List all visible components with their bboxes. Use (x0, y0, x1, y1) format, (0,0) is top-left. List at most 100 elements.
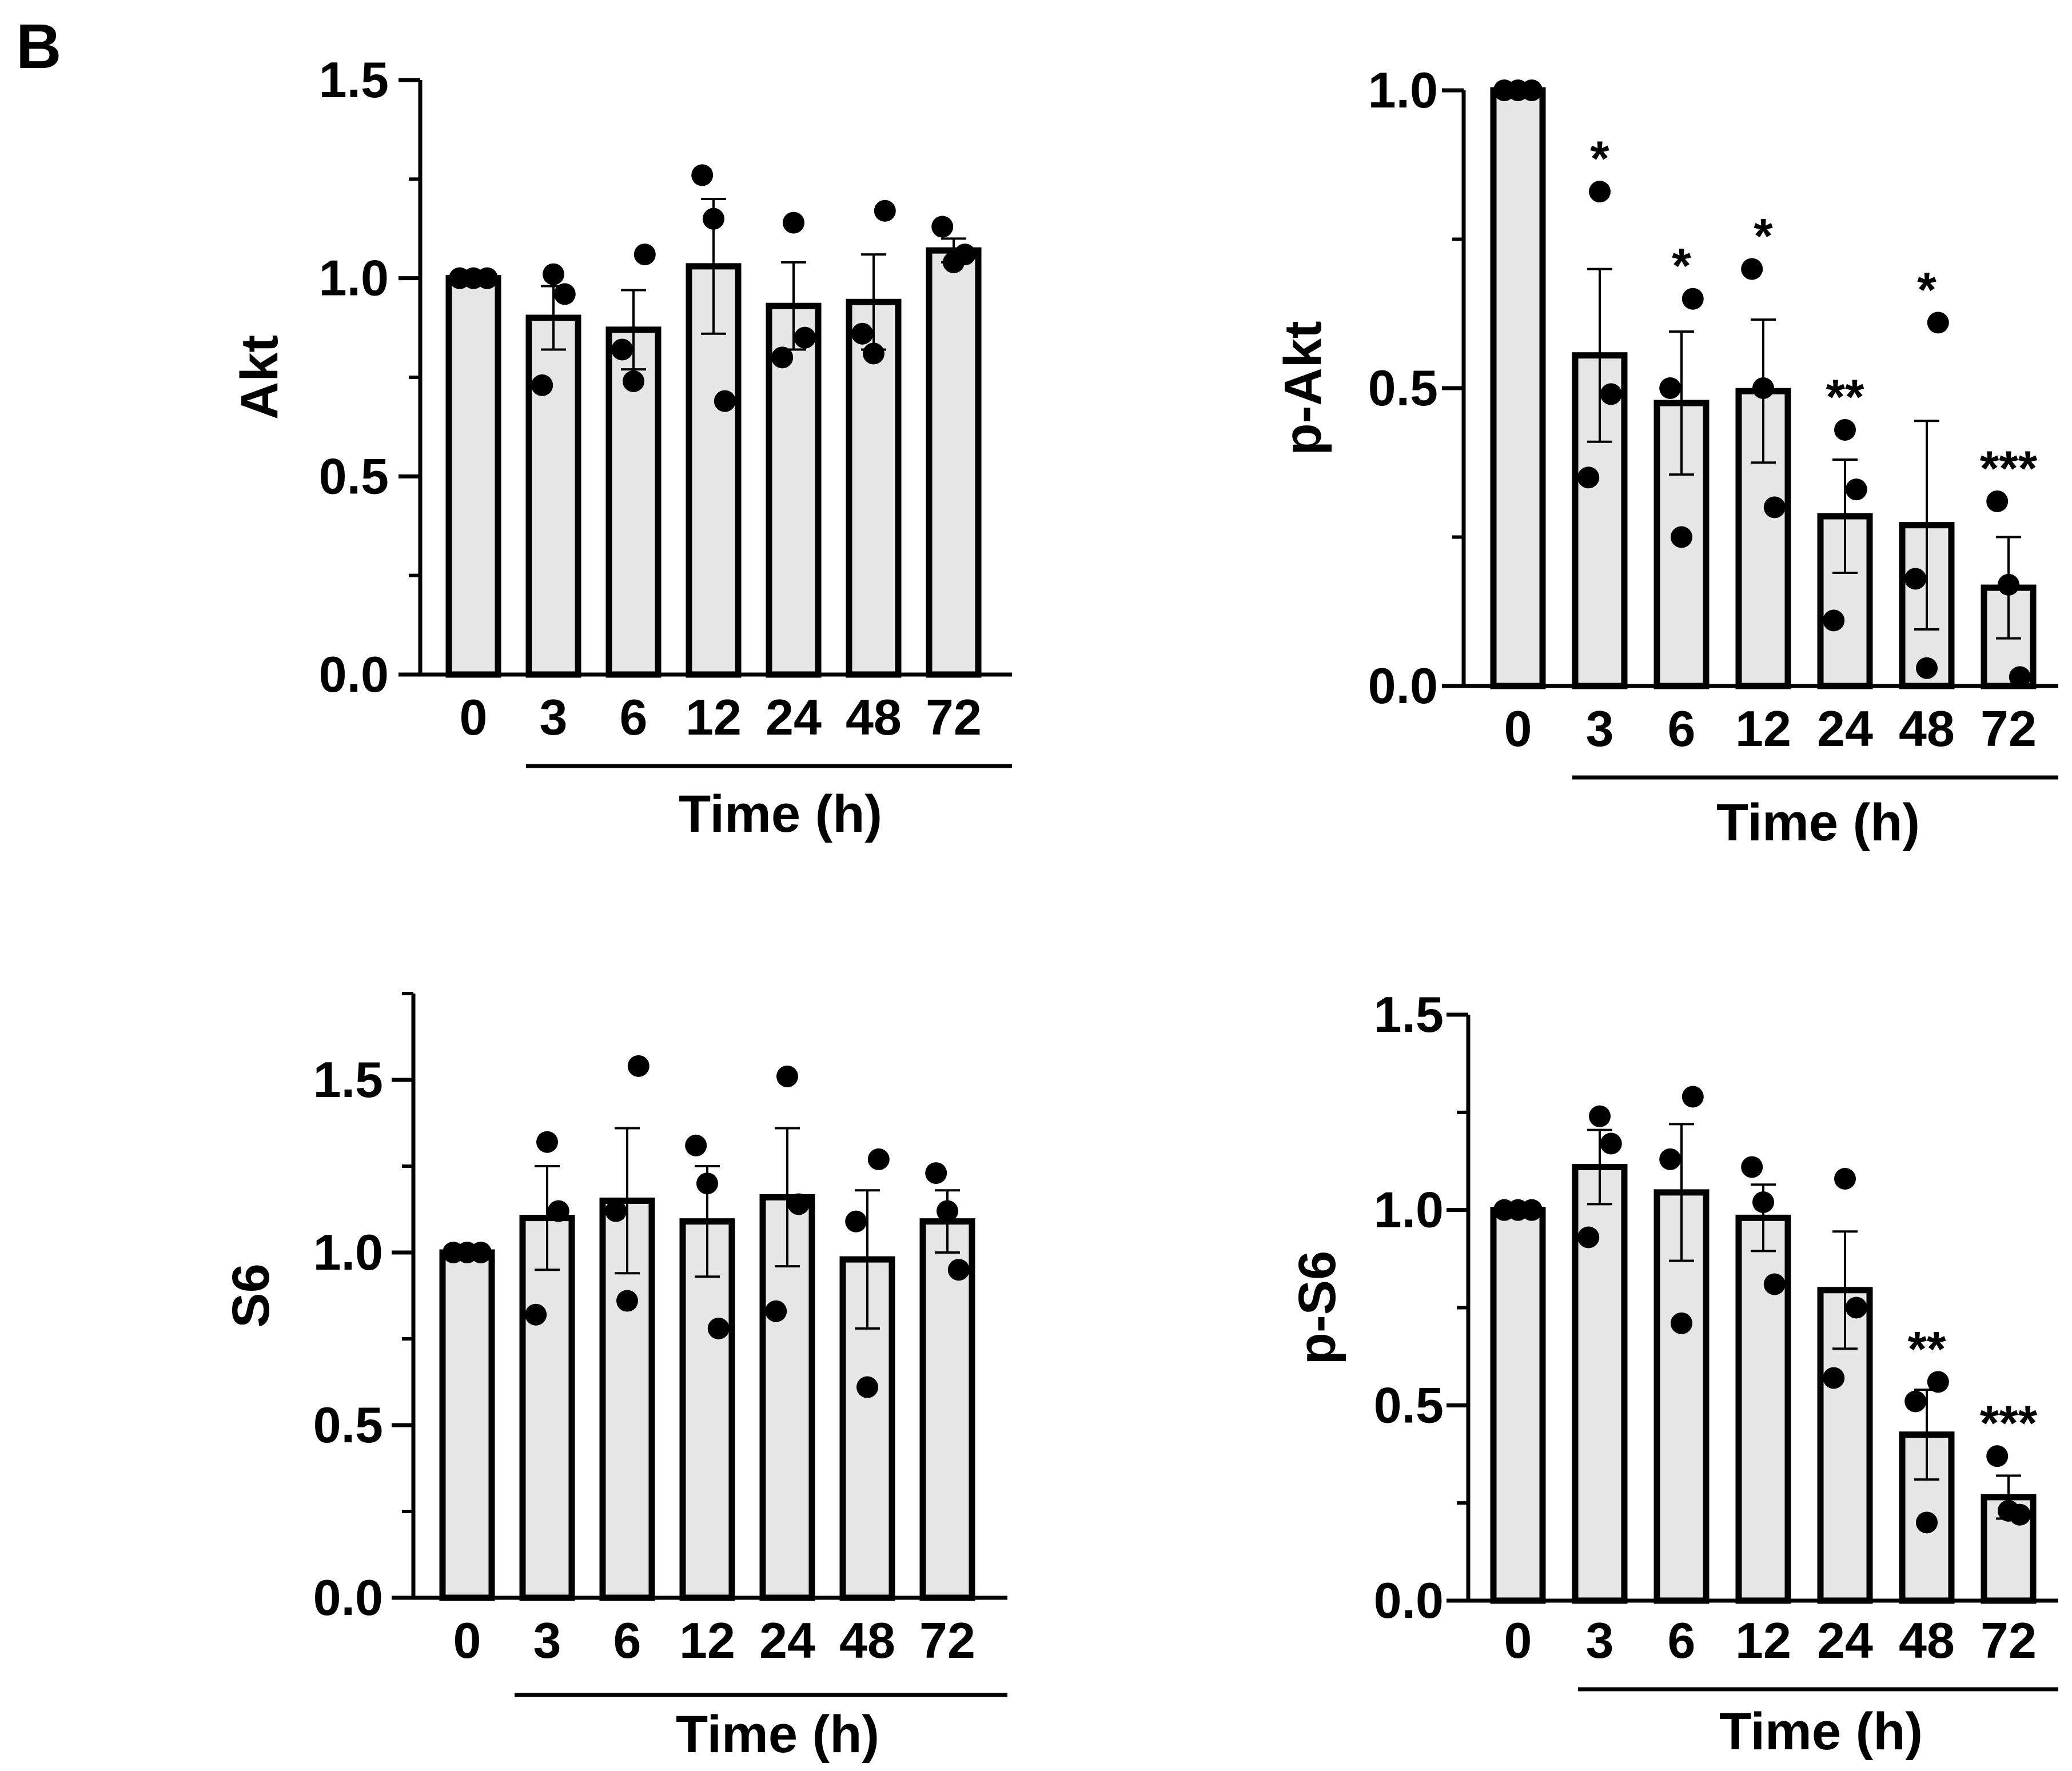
data-point (1845, 1297, 1867, 1319)
chart-panel-p-akt: 0.0 0.5 1.0 p-Akt 0 * 3 * 6 * 12 ** 24 * 48 *** 72 Time (… (1274, 62, 2058, 852)
bar-12h (686, 263, 742, 678)
data-point (1752, 1191, 1774, 1213)
x-tick-label: 48 (846, 689, 902, 745)
data-point (1589, 181, 1611, 203)
y-tick-label: 0.0 (1368, 657, 1438, 714)
data-point (2009, 1503, 2031, 1526)
x-tick-label: 0 (453, 1612, 481, 1669)
data-point (553, 283, 576, 305)
y-tick-label: 0.0 (319, 646, 389, 703)
data-point (703, 208, 724, 230)
x-tick-label: 0 (1504, 1612, 1532, 1669)
data-point (867, 1148, 890, 1170)
bar-3h (525, 314, 581, 678)
x-tick-label: 72 (1981, 700, 2037, 757)
bar-72h (926, 247, 982, 678)
data-point (1521, 79, 1543, 101)
data-point (1986, 490, 2009, 512)
data-point (1741, 258, 1763, 280)
data-point (627, 1055, 650, 1077)
x-tick-label: 48 (839, 1612, 895, 1669)
data-point (794, 326, 816, 349)
significance-marker: ** (1908, 1322, 1946, 1377)
x-tick-label: 12 (1735, 700, 1791, 757)
x-axis-title: Time (h) (676, 1705, 879, 1764)
bar-0h (1490, 87, 1546, 689)
data-point (851, 322, 874, 345)
data-point (1681, 1086, 1704, 1108)
data-point (925, 1162, 947, 1184)
data-point (787, 1193, 810, 1215)
data-point (856, 1376, 878, 1398)
x-tick-label: 48 (1899, 1612, 1955, 1669)
chart-panel-s6: 0.0 0.5 1.0 1.5 S6 0 3 6 12 24 48 72 Time (h) (222, 992, 1007, 1764)
data-point (1927, 312, 1949, 334)
data-point (1823, 609, 1845, 632)
chart-panel-akt: 0.0 0.5 1.0 1.5 Akt 0 3 6 12 24 48 72 Time (h) (230, 51, 1012, 843)
data-point (696, 1172, 718, 1195)
data-point (1927, 1371, 1949, 1393)
data-point (1763, 496, 1786, 518)
data-point (1577, 466, 1600, 489)
y-tick-label: 0.5 (1374, 1377, 1444, 1433)
data-point (1834, 418, 1856, 441)
significance-marker: * (1590, 131, 1609, 186)
significance-marker: *** (1980, 441, 2038, 496)
y-tick-label: 0.5 (1368, 360, 1438, 416)
data-point (470, 1242, 492, 1263)
significance-marker: * (1754, 209, 1773, 264)
data-point (1998, 573, 2019, 596)
data-point (536, 1131, 558, 1153)
significance-marker: ** (1826, 370, 1864, 425)
data-point (931, 216, 954, 238)
data-point (525, 1303, 547, 1326)
x-tick-label: 6 (620, 689, 648, 745)
significance-marker: * (1672, 239, 1691, 294)
data-point (1671, 1312, 1692, 1334)
x-tick-label: 0 (460, 689, 488, 745)
data-point (1823, 1367, 1845, 1389)
data-point (707, 1317, 730, 1339)
y-tick-label: 1.5 (313, 1051, 383, 1108)
x-tick-label: 3 (1586, 700, 1614, 757)
data-point (1752, 377, 1774, 399)
data-point (1521, 1199, 1543, 1221)
x-tick-label: 12 (679, 1612, 735, 1669)
data-point (1845, 478, 1867, 501)
data-point (1904, 568, 1927, 590)
x-tick-label: 72 (926, 689, 982, 745)
data-point (783, 212, 804, 234)
data-point (611, 338, 633, 361)
x-tick-label: 24 (766, 689, 822, 745)
data-point (1589, 1105, 1611, 1127)
bar-3h (519, 1215, 575, 1601)
y-axis-title: p-Akt (1274, 321, 1332, 455)
y-tick-label: 0.0 (1374, 1572, 1444, 1629)
data-point (1600, 383, 1622, 405)
data-point (1671, 526, 1692, 548)
data-point (771, 346, 794, 369)
data-point (1600, 1132, 1622, 1155)
y-tick-label: 1.0 (319, 250, 389, 306)
x-tick-label: 6 (613, 1612, 641, 1669)
data-point (623, 370, 644, 392)
x-tick-label: 24 (1817, 1612, 1873, 1669)
x-tick-label: 24 (759, 1612, 815, 1669)
data-point (547, 1200, 569, 1222)
data-point (616, 1290, 638, 1312)
y-tick-label: 0.5 (319, 448, 389, 504)
x-axis-title: Time (h) (1716, 793, 1920, 852)
x-tick-label: 12 (1735, 1612, 1791, 1669)
data-point (1741, 1156, 1763, 1178)
data-point (1681, 288, 1704, 310)
data-point (1577, 1226, 1600, 1249)
bar-0h (1490, 1207, 1546, 1604)
y-axis-title: p-S6 (1288, 1251, 1346, 1365)
y-tick-label: 1.5 (1374, 986, 1444, 1043)
x-tick-label: 0 (1504, 700, 1532, 757)
data-point (947, 1259, 970, 1281)
data-point (845, 1210, 867, 1232)
x-tick-label: 72 (919, 1612, 975, 1669)
y-tick-label: 1.5 (319, 51, 389, 108)
